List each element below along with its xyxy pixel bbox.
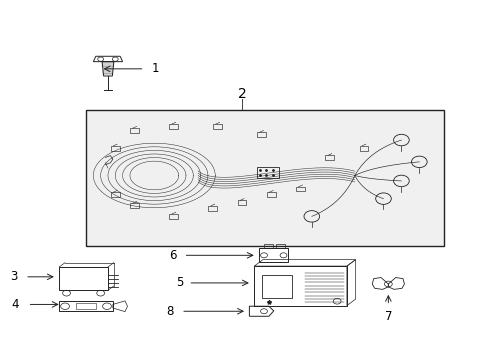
Bar — [59, 267, 108, 290]
Bar — [76, 303, 96, 310]
Bar — [254, 266, 346, 306]
Text: 7: 7 — [384, 310, 391, 323]
Bar — [208, 206, 217, 211]
Bar — [266, 192, 275, 197]
Bar — [130, 203, 139, 208]
Bar — [111, 146, 120, 150]
Bar — [257, 132, 265, 137]
Bar — [237, 201, 246, 205]
Bar — [325, 156, 333, 160]
Text: 6: 6 — [168, 249, 176, 262]
Bar — [59, 301, 113, 311]
Bar — [213, 124, 222, 129]
Bar — [256, 167, 278, 178]
Bar — [359, 146, 367, 150]
Bar — [86, 110, 444, 246]
Text: 1: 1 — [152, 62, 159, 75]
Bar — [264, 244, 272, 248]
Bar — [296, 187, 305, 192]
Bar — [169, 124, 178, 129]
Bar — [169, 214, 178, 219]
Text: 3: 3 — [10, 270, 18, 283]
Bar — [130, 128, 139, 133]
Bar — [261, 275, 291, 298]
Bar — [259, 248, 288, 262]
Text: 4: 4 — [11, 298, 19, 311]
Text: 5: 5 — [176, 276, 183, 289]
Bar — [111, 192, 120, 197]
Bar — [276, 244, 285, 248]
Text: 8: 8 — [166, 305, 174, 318]
Text: 2: 2 — [237, 87, 246, 101]
